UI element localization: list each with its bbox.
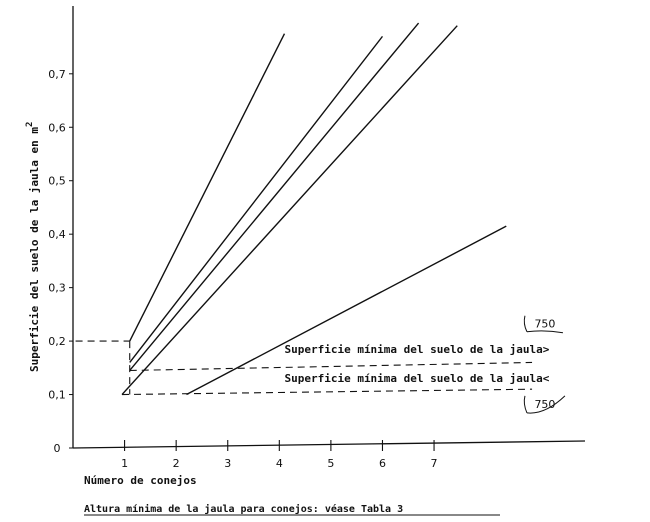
annotation-750-swash [523, 395, 528, 414]
annotation-750-underline [526, 330, 564, 334]
y-tick-label: 0,1 [48, 389, 66, 402]
y-tick-group: 0 0,1 0,2 0,3 0,4 0,5 0,6 0,7 [48, 68, 73, 455]
y-tick-label: 0 [54, 442, 61, 455]
x-tick-label: 2 [173, 457, 180, 470]
annotation-label: Superficie mínima del suelo de la jaula< [284, 372, 549, 385]
reference-line [121, 388, 533, 396]
axes [72, 6, 586, 449]
x-tick-group: 1 2 3 4 5 6 7 [121, 440, 438, 470]
annotation-label: Superficie mínima del suelo de la jaula> [284, 343, 549, 356]
y-axis-title-superscript: 2 [25, 122, 35, 127]
series-line-1 [129, 33, 286, 342]
x-tick-label: 7 [431, 457, 438, 470]
reference-line [129, 361, 533, 372]
y-tick-label: 0,2 [48, 335, 66, 348]
series-line-5 [186, 225, 507, 396]
x-tick-label: 6 [379, 457, 386, 470]
y-tick-label: 0,5 [48, 175, 66, 188]
x-tick-label: 4 [276, 457, 283, 470]
y-tick-label: 0,6 [48, 121, 66, 134]
y-axis-title-text: Superficie del suelo de la jaula en m [28, 127, 41, 372]
series-line-3 [129, 22, 420, 371]
y-axis-title: Superficie del suelo de la jaula en m2 [25, 122, 41, 372]
annotation-750-underline [526, 395, 566, 414]
series-group [121, 22, 507, 396]
annotation-750-swash [523, 315, 528, 332]
annotation-group: Superficie mínima del suelo de la jaula>… [284, 315, 566, 414]
y-tick-label: 0,7 [48, 68, 66, 81]
y-tick-label: 0,3 [48, 282, 66, 295]
series-line-4 [121, 25, 458, 396]
reference-lines [75, 340, 533, 396]
annotation-750: 750 [534, 318, 555, 331]
caption: Altura mínima de la jaula para conejos: … [84, 503, 403, 515]
x-tick-label: 5 [327, 457, 334, 470]
y-tick-label: 0,4 [48, 228, 66, 241]
x-axis [72, 440, 586, 449]
series-line-2 [129, 35, 384, 363]
annotation-750: 750 [534, 398, 555, 411]
x-tick-label: 3 [224, 457, 231, 470]
x-tick-label: 1 [121, 457, 128, 470]
x-axis-title: Número de conejos [84, 474, 197, 487]
